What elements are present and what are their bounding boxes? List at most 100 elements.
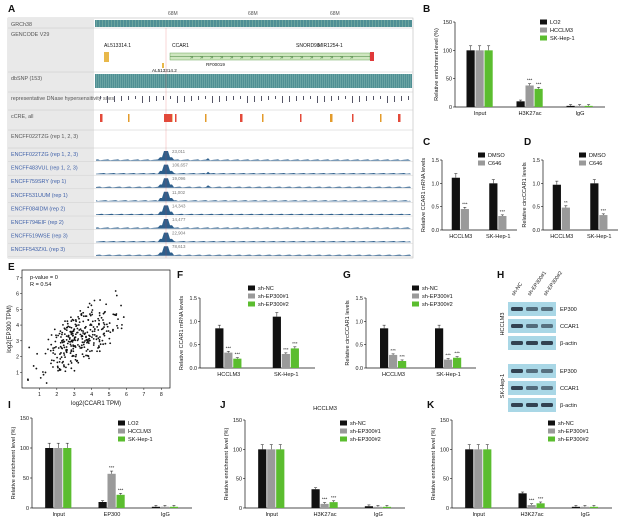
- dhs-tick: [254, 96, 255, 102]
- grch38-base: [384, 20, 385, 27]
- scatter-point: [65, 366, 67, 369]
- scatter-point: [85, 354, 87, 357]
- y-tick-label: 1.0: [356, 319, 364, 325]
- scatter-point: [71, 354, 74, 357]
- y-tick-label: 0: [446, 506, 449, 512]
- legend-swatch: [248, 301, 255, 307]
- snp-line: [274, 74, 275, 88]
- grch38-base: [189, 20, 190, 27]
- scatter-point: [93, 342, 95, 344]
- y-axis-label: Relative circCCAR1 levels: [345, 300, 351, 365]
- y-tick-label: 150: [20, 416, 29, 422]
- snp-line: [164, 74, 165, 88]
- snp-line: [278, 74, 279, 88]
- x-tick-label: H3K27ac: [520, 512, 543, 518]
- scatter-point: [81, 337, 84, 340]
- snp-line: [224, 74, 225, 88]
- bar: [398, 361, 407, 368]
- x-tick-label: 4: [90, 392, 93, 398]
- scatter-point: [68, 336, 71, 339]
- grch38-base: [321, 20, 322, 27]
- snp-line: [374, 74, 375, 88]
- significance-star: ***: [462, 201, 468, 206]
- x-tick-label: IgG: [575, 111, 584, 117]
- snp-line: [104, 74, 105, 88]
- scatter-point: [58, 332, 61, 335]
- y-tick-label: 0.0: [356, 366, 364, 372]
- snp-line: [376, 74, 377, 88]
- grch38-base: [153, 20, 154, 27]
- scatter-point: [50, 359, 53, 362]
- snp-line: [122, 74, 123, 88]
- y-tick-label: 1.5: [356, 296, 364, 302]
- scatter-point: [93, 330, 96, 333]
- grch38-base: [405, 20, 406, 27]
- legend-label: SK-Hep-1: [550, 36, 575, 42]
- panel-letter-J: J: [220, 400, 226, 411]
- grch38-base: [225, 20, 226, 27]
- scatter-point: [91, 320, 94, 323]
- snp-line: [172, 74, 173, 88]
- grch38-base: [372, 20, 373, 27]
- scatter-point: [98, 312, 101, 314]
- bar: [151, 506, 161, 508]
- grch38-base: [285, 20, 286, 27]
- scatter-point: [67, 340, 70, 343]
- snp-line: [188, 74, 189, 88]
- snp-line: [232, 74, 233, 88]
- scatter-point: [93, 328, 96, 331]
- snp-line: [302, 74, 303, 88]
- scatter-point: [53, 346, 56, 349]
- dhs-tick: [233, 96, 234, 100]
- grch38-base: [303, 20, 304, 27]
- strand-arrow: »: [230, 55, 234, 61]
- snp-line: [360, 74, 361, 88]
- y-tick-label: 0: [26, 506, 29, 512]
- browser-label-column: [8, 18, 94, 258]
- dhs-tick: [156, 96, 157, 101]
- scatter-point: [35, 367, 38, 370]
- ccre-mark: [330, 114, 333, 122]
- bar: [389, 354, 398, 368]
- snp-line: [220, 74, 221, 88]
- legend-label: sh-EP300#2: [258, 302, 289, 308]
- bar: [571, 506, 581, 508]
- dhs-tick: [142, 96, 143, 103]
- scatter-point: [45, 382, 48, 384]
- dhs-tick: [149, 96, 150, 102]
- y-tick-label: 1.5: [432, 158, 440, 164]
- snp-line: [144, 74, 145, 88]
- peak-value: 23,011: [172, 149, 186, 154]
- gene-label: AL513314.1: [104, 43, 131, 49]
- dhs-tick: [394, 96, 395, 102]
- x-tick-label: Input: [474, 111, 487, 117]
- snp-line: [204, 74, 205, 88]
- grch38-base: [294, 20, 295, 27]
- y-tick-label: 50: [236, 477, 242, 483]
- scatter-point: [89, 324, 92, 327]
- snp-line: [108, 74, 109, 88]
- scatter-point: [72, 319, 75, 322]
- blot-band: [511, 369, 523, 373]
- legend-label: sh-EP300#1: [558, 429, 589, 435]
- bar: [575, 105, 584, 107]
- legend-label: HCCLM3: [128, 429, 151, 435]
- grch38-base: [201, 20, 202, 27]
- scatter-point: [99, 336, 101, 338]
- scatter-point: [103, 326, 105, 328]
- grch38-base: [207, 20, 208, 27]
- snp-line: [328, 74, 329, 88]
- snp-line: [216, 74, 217, 88]
- blot-band: [541, 386, 553, 390]
- snp-line: [242, 74, 243, 88]
- snp-line: [140, 74, 141, 88]
- snp-line: [196, 74, 197, 88]
- scatter-point: [61, 333, 63, 336]
- dhs-tick: [135, 96, 136, 99]
- bar-chart-G: 0.0 0.5 1.0 1.5 Relative circCCAR1 levels HCC…: [345, 285, 476, 378]
- ccre-mark: [300, 114, 302, 122]
- snp-line: [260, 74, 261, 88]
- scatter-point: [87, 319, 90, 321]
- snp-line: [212, 74, 213, 88]
